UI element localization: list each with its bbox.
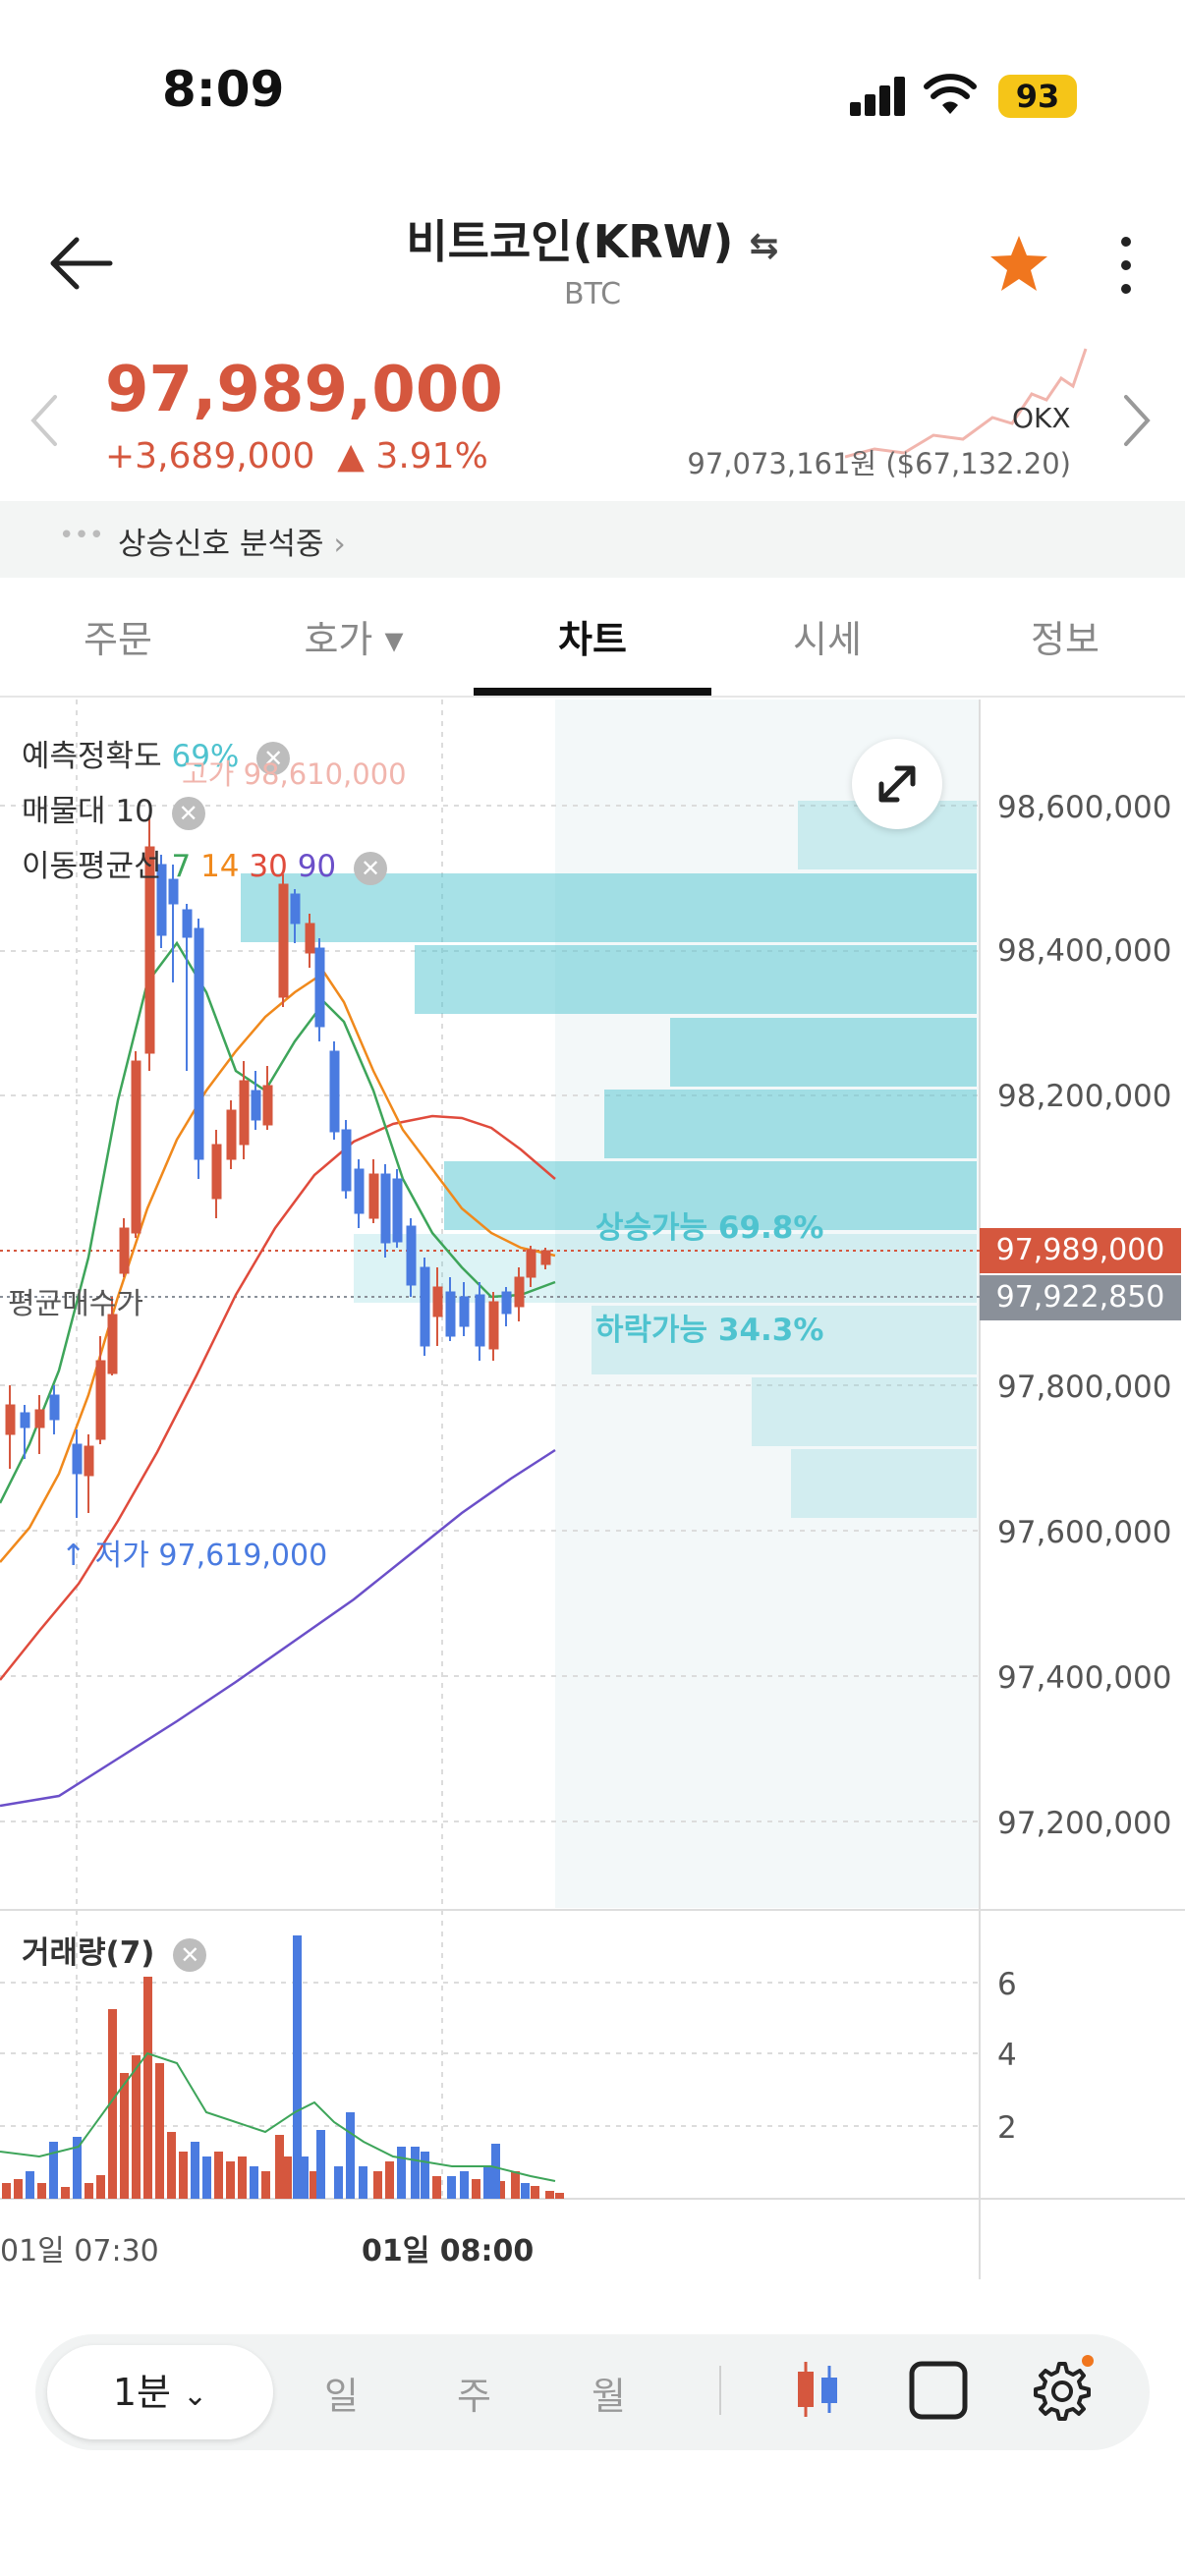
volume-axis-label: 2 xyxy=(997,2110,1017,2146)
ma7-line xyxy=(0,940,556,1504)
price-axis-label: 97,600,000 xyxy=(997,1515,1172,1550)
price-change: +3,689,000 ▲ 3.91% xyxy=(105,436,488,476)
drawing-tool-icon[interactable] xyxy=(908,2360,969,2421)
ma30-line xyxy=(0,1114,556,1681)
global-price: 97,073,161원 ($67,132.20) xyxy=(687,447,1071,480)
more-menu-icon[interactable] xyxy=(1114,234,1138,297)
close-icon[interactable]: ✕ xyxy=(256,741,291,775)
wifi-icon xyxy=(924,74,977,114)
current-price: 97,989,000 xyxy=(105,354,503,426)
tab-info[interactable]: 정보 xyxy=(1031,618,1100,661)
time-axis-label: 01일 08:00 xyxy=(362,2234,535,2268)
volume-axis-label: 6 xyxy=(997,1967,1017,2002)
loading-dots: ••• xyxy=(59,521,105,550)
accuracy-indicator[interactable]: 예측정확도 69% ✕ xyxy=(22,731,291,775)
next-coin-chevron-icon[interactable] xyxy=(1122,393,1152,448)
volume-profile-indicator[interactable]: 매물대 10 ✕ xyxy=(22,786,205,830)
price-axis-label: 98,400,000 xyxy=(997,933,1172,969)
ma14-line xyxy=(0,971,556,1563)
up-probability-label: 상승가능 69.8% xyxy=(595,1210,824,1246)
toolbar-divider xyxy=(719,2366,721,2415)
price-axis-label: 98,200,000 xyxy=(997,1079,1172,1114)
volume-bars xyxy=(2,1935,564,2199)
expand-icon xyxy=(878,765,916,803)
price-axis-label: 98,600,000 xyxy=(997,790,1172,825)
close-icon[interactable]: ✕ xyxy=(173,1937,207,1972)
timeframe-month[interactable]: 월 xyxy=(592,2375,626,2418)
signal-analysis-bar[interactable] xyxy=(0,501,1185,578)
settings-gear-icon[interactable] xyxy=(1022,2352,1097,2427)
close-icon[interactable]: ✕ xyxy=(171,796,205,830)
moving-average-indicator[interactable]: 이동평균선 7 14 30 90 ✕ xyxy=(22,841,387,885)
candle-type-icon[interactable] xyxy=(790,2358,845,2421)
favorite-star-icon[interactable] xyxy=(988,234,1049,293)
timeframe-select[interactable]: 1분 ⌄ xyxy=(47,2345,273,2439)
prev-coin-chevron-icon[interactable] xyxy=(29,393,59,448)
tab-market-price[interactable]: 시세 xyxy=(793,618,862,661)
volume-axis-label: 4 xyxy=(997,2038,1017,2073)
volume-indicator[interactable]: 거래량(7) ✕ xyxy=(22,1928,207,1972)
candlestick-chart[interactable] xyxy=(0,698,1185,2289)
price-axis-label: 97,400,000 xyxy=(997,1660,1172,1696)
exchange-label: OKX xyxy=(1012,402,1071,434)
expand-chart-button[interactable] xyxy=(852,739,942,829)
ticker-symbol: BTC xyxy=(563,277,622,311)
price-axis-label: 97,800,000 xyxy=(997,1370,1172,1405)
close-icon[interactable]: ✕ xyxy=(354,851,387,885)
avg-buy-price-label: 평균매수가 xyxy=(8,1287,143,1321)
tab-orderbook[interactable]: 호가 ▾ xyxy=(304,618,404,661)
timeframe-day[interactable]: 일 xyxy=(324,2375,359,2418)
sparkline-mini-chart xyxy=(845,348,1088,459)
timeframe-week[interactable]: 주 xyxy=(457,2375,491,2418)
status-time: 8:09 xyxy=(162,61,285,118)
time-axis-label: 01일 07:30 xyxy=(0,2234,159,2268)
signal-strength-icon xyxy=(850,77,907,116)
candles xyxy=(5,815,551,1518)
price-axis-label: 97,200,000 xyxy=(997,1806,1172,1841)
tab-chart[interactable]: 차트 xyxy=(558,618,627,661)
page-title: 비트코인(KRW) ⇆ xyxy=(406,215,779,268)
swap-icon[interactable]: ⇆ xyxy=(749,226,779,266)
tab-divider xyxy=(0,696,1185,698)
back-arrow-icon[interactable] xyxy=(47,234,116,293)
high-price-annotation: 고가 98,610,000 xyxy=(182,757,407,791)
active-tab-underline xyxy=(474,688,711,696)
low-price-annotation: ↑ 저가 97,619,000 xyxy=(61,1539,328,1573)
signal-text: 상승신호 분석중 › xyxy=(118,527,346,562)
down-probability-label: 하락가능 34.3% xyxy=(595,1313,824,1348)
current-price-tag: 97,989,000 xyxy=(980,1228,1181,1273)
tab-order[interactable]: 주문 xyxy=(84,618,152,661)
volume-ma-line xyxy=(0,2051,556,2182)
avg-price-tag: 97,922,850 xyxy=(980,1275,1181,1320)
battery-indicator: 93 xyxy=(998,75,1077,118)
ma90-line xyxy=(0,1448,556,1808)
chevron-down-icon: ⌄ xyxy=(183,2379,208,2413)
